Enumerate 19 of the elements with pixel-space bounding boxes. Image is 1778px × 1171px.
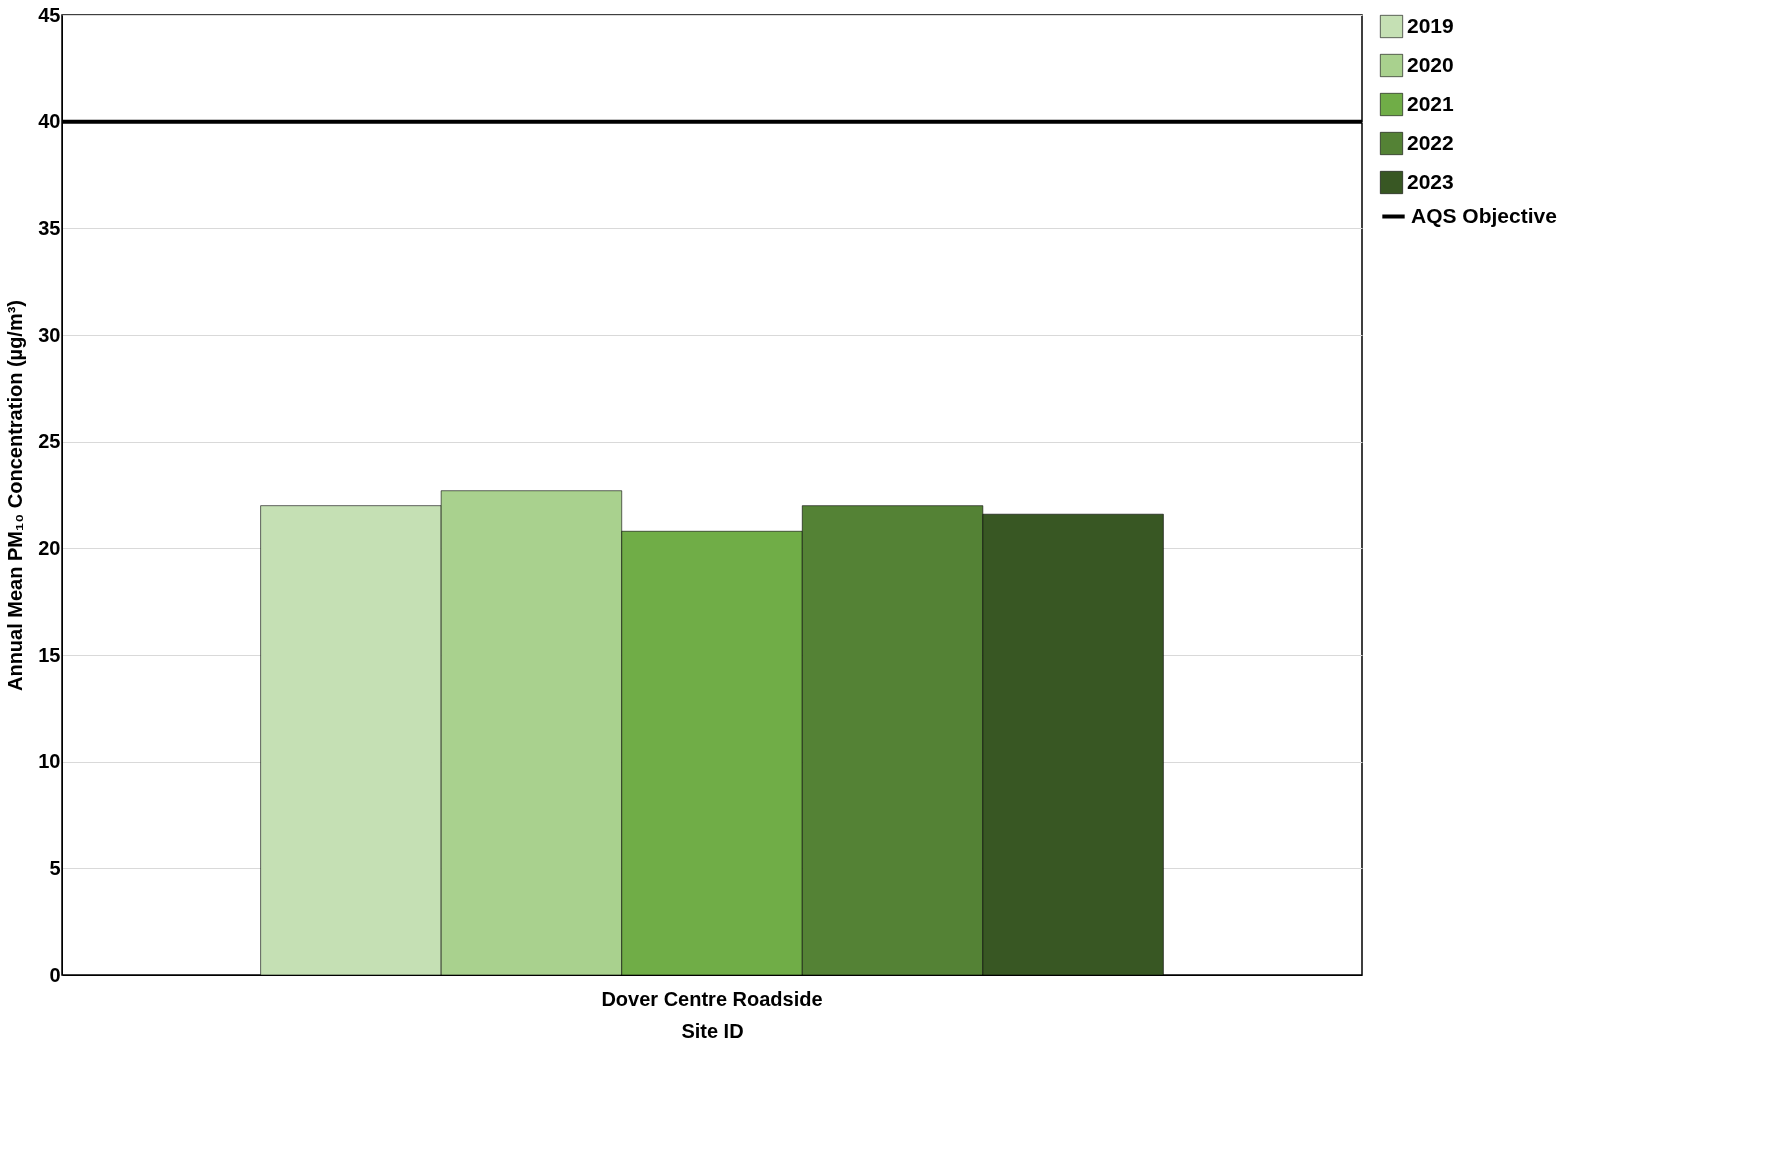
legend-label: 2022	[1407, 130, 1454, 154]
x-tick-label: Dover Centre Roadside	[601, 987, 823, 1010]
y-tick-label: 20	[38, 536, 61, 559]
y-tick-label: 45	[38, 3, 61, 26]
legend-label: 2023	[1407, 169, 1454, 193]
y-tick-label: 40	[38, 110, 61, 133]
legend-label: 2019	[1407, 13, 1454, 37]
y-tick-label: 10	[38, 750, 61, 773]
legend-label: AQS Objective	[1411, 203, 1557, 227]
y-tick-label: 25	[38, 430, 61, 453]
y-tick-label: 35	[38, 216, 61, 239]
y-tick-label: 15	[38, 643, 61, 666]
y-tick-label: 0	[49, 963, 61, 986]
y-tick-label: 30	[38, 323, 61, 346]
x-axis-title: Site ID	[681, 1019, 744, 1042]
legend-label: 2021	[1407, 91, 1455, 115]
legend-label: 2020	[1407, 52, 1454, 76]
y-axis-title: Annual Mean PM₁₀ Concentration (µg/m³)	[4, 299, 27, 692]
y-tick-label: 5	[49, 856, 61, 879]
